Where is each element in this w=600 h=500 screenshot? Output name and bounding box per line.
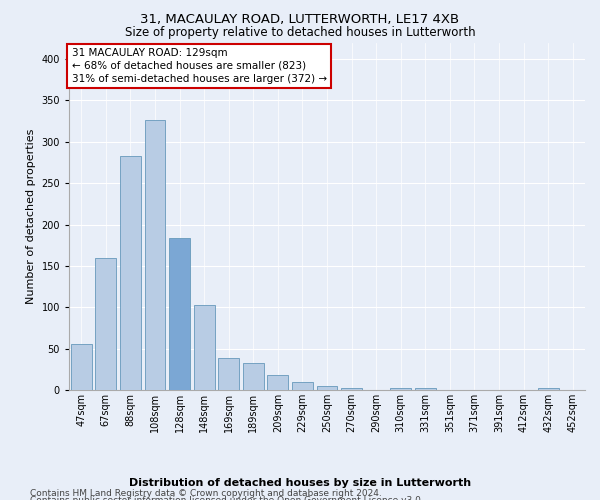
Bar bbox=[341, 388, 362, 390]
Text: 31 MACAULAY ROAD: 129sqm
← 68% of detached houses are smaller (823)
31% of semi-: 31 MACAULAY ROAD: 129sqm ← 68% of detach… bbox=[71, 48, 327, 84]
Bar bbox=[218, 358, 239, 390]
Text: Size of property relative to detached houses in Lutterworth: Size of property relative to detached ho… bbox=[125, 26, 475, 39]
Bar bbox=[169, 238, 190, 390]
Bar bbox=[317, 386, 337, 390]
Text: Distribution of detached houses by size in Lutterworth: Distribution of detached houses by size … bbox=[129, 478, 471, 488]
Text: 31, MACAULAY ROAD, LUTTERWORTH, LE17 4XB: 31, MACAULAY ROAD, LUTTERWORTH, LE17 4XB bbox=[140, 12, 460, 26]
Y-axis label: Number of detached properties: Number of detached properties bbox=[26, 128, 36, 304]
Bar bbox=[71, 344, 92, 390]
Bar bbox=[390, 388, 411, 390]
Bar bbox=[95, 258, 116, 390]
Bar bbox=[268, 375, 289, 390]
Bar bbox=[292, 382, 313, 390]
Text: Contains HM Land Registry data © Crown copyright and database right 2024.: Contains HM Land Registry data © Crown c… bbox=[30, 489, 382, 498]
Bar bbox=[243, 362, 264, 390]
Bar bbox=[120, 156, 141, 390]
Bar bbox=[194, 305, 215, 390]
Text: Contains public sector information licensed under the Open Government Licence v3: Contains public sector information licen… bbox=[30, 496, 424, 500]
Bar bbox=[415, 388, 436, 390]
Bar bbox=[145, 120, 166, 390]
Bar bbox=[538, 388, 559, 390]
